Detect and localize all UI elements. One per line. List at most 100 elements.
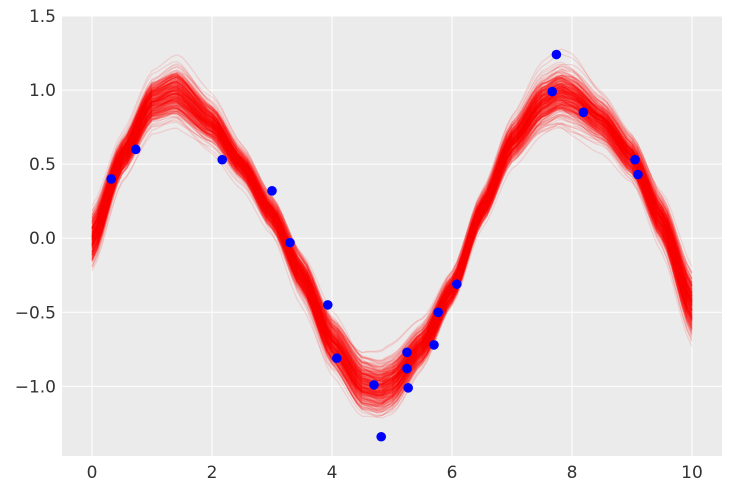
posterior-line [91, 87, 693, 380]
posterior-line [91, 95, 693, 392]
posterior-line [91, 80, 693, 379]
data-point [323, 300, 333, 310]
posterior-line [91, 97, 693, 396]
posterior-line [91, 99, 693, 393]
posterior-line [91, 82, 693, 382]
posterior-line [91, 73, 693, 387]
posterior-line [91, 91, 693, 395]
posterior-line [91, 92, 693, 383]
posterior-line [91, 109, 693, 397]
posterior-line [91, 106, 693, 417]
posterior-line [91, 96, 693, 397]
posterior-line [91, 83, 693, 382]
posterior-line [91, 77, 693, 373]
posterior-line [91, 91, 693, 395]
posterior-line [91, 110, 693, 411]
posterior-line [91, 86, 693, 404]
posterior-line [91, 94, 693, 390]
posterior-line [91, 85, 693, 390]
posterior-line [91, 86, 693, 386]
posterior-line [91, 96, 693, 395]
posterior-line [91, 74, 693, 383]
posterior-line [91, 93, 693, 400]
posterior-line [91, 104, 693, 400]
posterior-line [91, 85, 693, 388]
posterior-line [91, 98, 693, 393]
posterior-line [91, 88, 693, 381]
posterior-line [91, 106, 693, 408]
posterior-line [91, 97, 693, 389]
posterior-line [91, 103, 693, 407]
posterior-line [91, 91, 693, 394]
posterior-line [91, 87, 693, 388]
data-point [131, 144, 141, 155]
posterior-line [91, 104, 693, 403]
posterior-line [91, 99, 693, 397]
posterior-line [91, 75, 693, 365]
posterior-line [91, 88, 693, 386]
posterior-line [91, 97, 693, 395]
posterior-line [91, 80, 693, 383]
posterior-line [91, 87, 693, 406]
posterior-line [91, 101, 693, 386]
posterior-line [91, 79, 693, 382]
posterior-line [91, 70, 693, 376]
posterior-line [91, 82, 693, 378]
posterior-line [91, 68, 693, 368]
posterior-line [91, 69, 693, 370]
posterior-line [91, 100, 693, 399]
x-tick-label: 2 [207, 463, 218, 483]
posterior-line [91, 80, 693, 379]
posterior-line [91, 90, 693, 400]
x-tick-label: 4 [327, 463, 338, 483]
posterior-line [91, 79, 693, 382]
posterior-line [91, 114, 693, 412]
posterior-line [91, 90, 693, 390]
posterior-line [91, 68, 693, 378]
posterior-line [91, 91, 693, 386]
posterior-line [91, 74, 693, 374]
posterior-line [91, 87, 693, 390]
posterior-line [91, 81, 693, 367]
posterior-line [91, 88, 693, 385]
posterior-line [91, 96, 693, 386]
posterior-line [91, 86, 693, 388]
posterior-line [91, 106, 693, 404]
posterior-line [91, 102, 693, 395]
posterior-line [91, 77, 693, 382]
posterior-line [91, 84, 693, 386]
posterior-line [91, 90, 693, 389]
posterior-line [91, 105, 693, 403]
posterior-line [91, 81, 693, 379]
posterior-line [91, 105, 693, 400]
posterior-line [91, 96, 693, 399]
posterior-line [91, 78, 693, 392]
posterior-line [91, 87, 693, 375]
x-tick-label: 0 [87, 463, 98, 483]
posterior-line [91, 74, 693, 372]
posterior-line [91, 83, 693, 384]
posterior-line [91, 88, 693, 397]
posterior-line [91, 76, 693, 393]
posterior-line [91, 100, 693, 392]
posterior-line [91, 94, 693, 389]
posterior-line [91, 99, 693, 400]
posterior-line [91, 122, 693, 414]
posterior-line [91, 99, 693, 397]
posterior-line [91, 83, 693, 391]
posterior-line [91, 97, 693, 393]
posterior-line [91, 83, 693, 378]
posterior-line [91, 82, 693, 376]
posterior-line [91, 96, 693, 394]
posterior-line [91, 113, 693, 413]
posterior-line [91, 92, 693, 391]
posterior-line [91, 90, 693, 388]
posterior-line [91, 84, 693, 388]
posterior-line [91, 106, 693, 397]
posterior-line [91, 83, 693, 375]
posterior-line [91, 73, 693, 380]
posterior-line [91, 92, 693, 391]
posterior-line [91, 63, 693, 373]
posterior-line [91, 76, 693, 373]
posterior-line [91, 97, 693, 398]
